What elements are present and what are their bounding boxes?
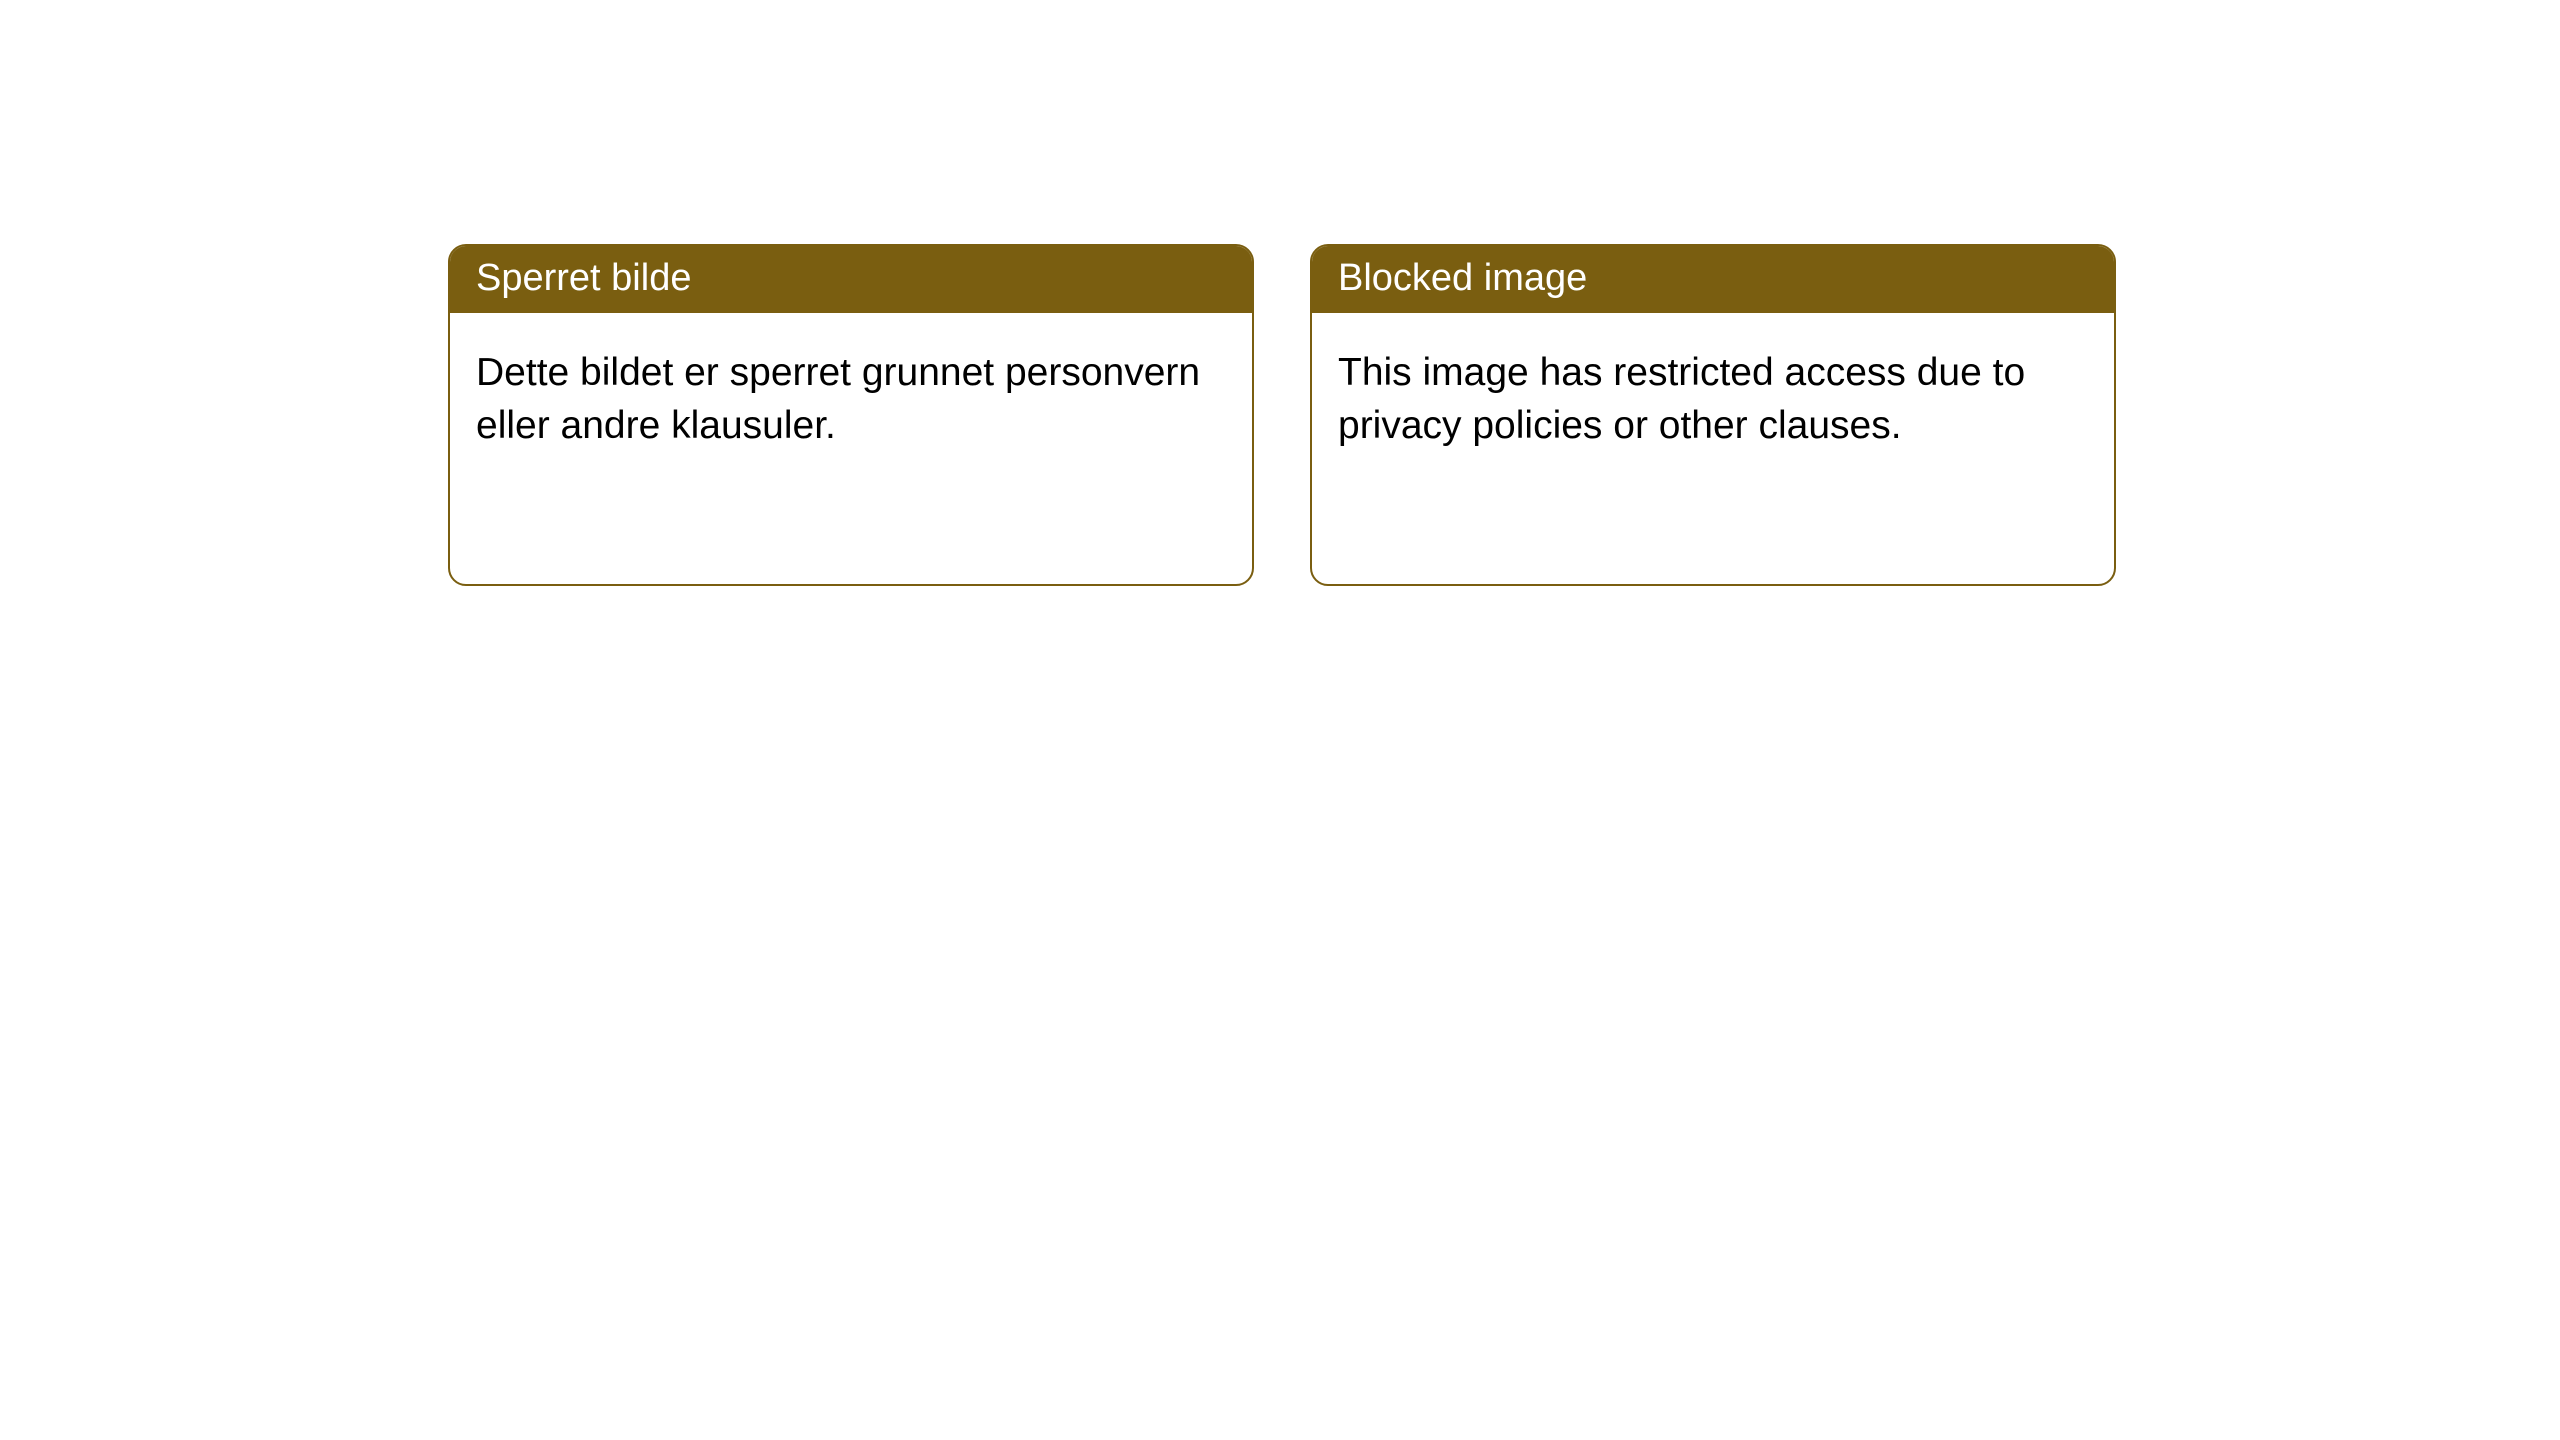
notice-card-english: Blocked image This image has restricted … [1310,244,2116,586]
notice-container: Sperret bilde Dette bildet er sperret gr… [0,0,2560,586]
notice-card-norwegian: Sperret bilde Dette bildet er sperret gr… [448,244,1254,586]
notice-body: Dette bildet er sperret grunnet personve… [450,313,1252,486]
notice-title: Sperret bilde [450,246,1252,313]
notice-title: Blocked image [1312,246,2114,313]
notice-body: This image has restricted access due to … [1312,313,2114,486]
